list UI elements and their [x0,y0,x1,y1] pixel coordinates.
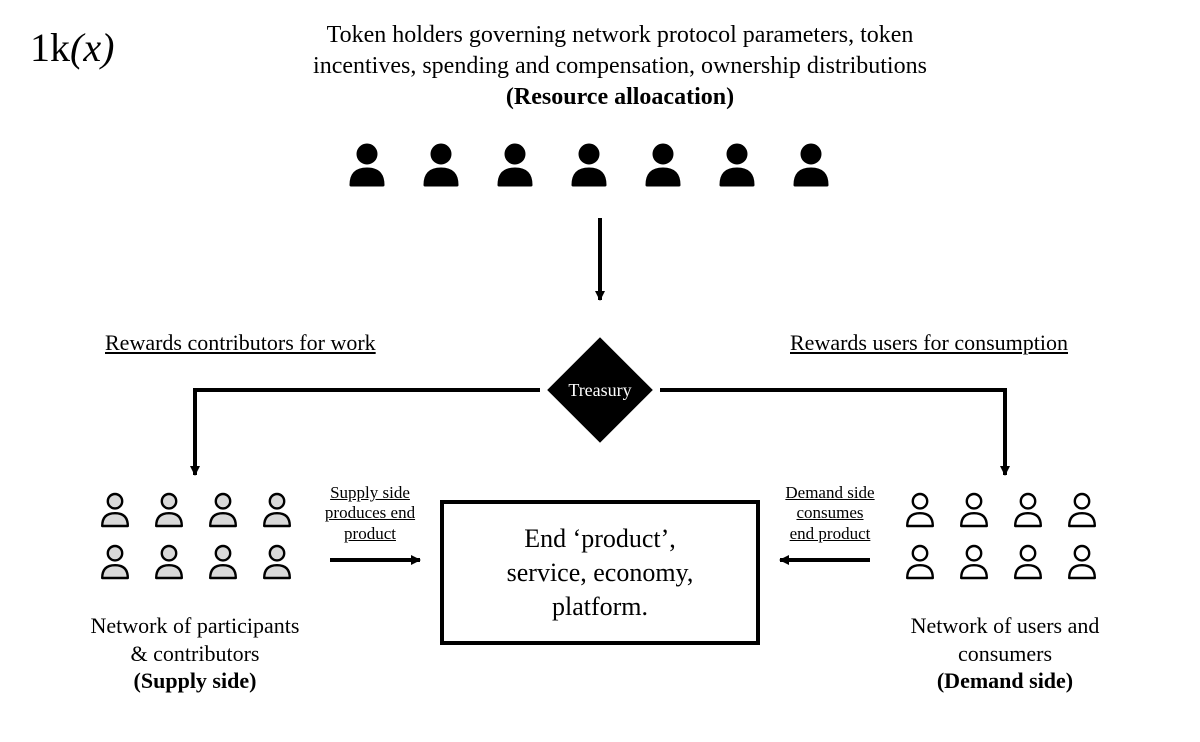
arrows-layer [0,0,1200,742]
arrows-wrap [0,0,1200,742]
